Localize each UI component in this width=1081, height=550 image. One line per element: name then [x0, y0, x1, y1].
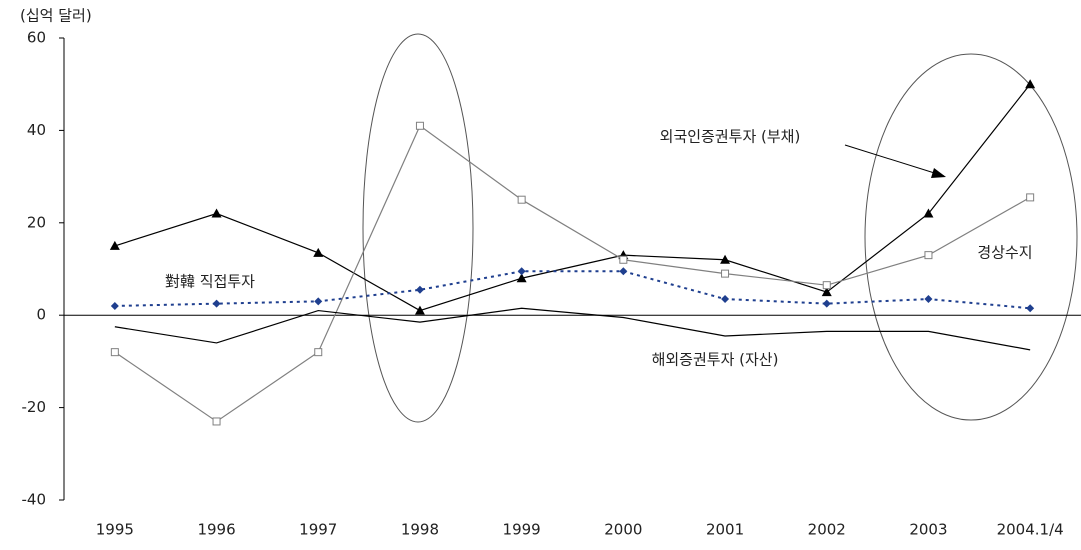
marker — [821, 287, 832, 297]
series-label: 對韓 직접투자 — [165, 273, 255, 291]
marker — [211, 208, 222, 218]
y-tick-label: 40 — [27, 121, 46, 139]
annotation-arrowhead — [931, 168, 946, 178]
marker — [1026, 193, 1035, 202]
marker — [110, 301, 119, 310]
marker — [516, 273, 527, 283]
marker — [314, 297, 323, 306]
marker — [414, 305, 425, 315]
x-tick-label: 2002 — [808, 521, 846, 539]
marker — [415, 121, 424, 130]
x-tick-label: 2000 — [604, 521, 642, 539]
marker — [110, 348, 119, 357]
marker — [619, 255, 628, 264]
series-label: 경상수지 — [977, 244, 1032, 262]
marker — [721, 269, 730, 278]
x-tick-label: 1998 — [401, 521, 439, 539]
y-tick-label: 60 — [27, 29, 46, 47]
marker — [822, 281, 831, 290]
x-tick-label: 1995 — [96, 521, 134, 539]
x-tick-label: 1996 — [197, 521, 235, 539]
series-line — [114, 124, 1031, 423]
marker — [822, 299, 831, 308]
marker — [517, 267, 526, 276]
marker — [720, 254, 731, 264]
series-line — [114, 83, 1031, 312]
series-label: 해외증권투자 (자산) — [652, 351, 779, 369]
marker — [517, 195, 526, 204]
marker — [314, 348, 323, 357]
x-tick-label: 2004.1/4 — [997, 521, 1064, 539]
marker — [721, 295, 730, 304]
y-tick-label: 20 — [27, 213, 46, 231]
series-label: 외국인증권투자 (부채) — [660, 128, 801, 146]
series-line — [114, 307, 1031, 351]
highlight-ellipse — [362, 33, 474, 423]
marker — [923, 208, 934, 218]
y-tick-label: 0 — [36, 306, 46, 324]
marker — [1026, 304, 1035, 313]
marker — [109, 240, 120, 250]
x-tick-label: 1999 — [503, 521, 541, 539]
x-tick-label: 2003 — [909, 521, 947, 539]
marker — [212, 299, 221, 308]
y-tick-label: -40 — [22, 491, 47, 509]
x-tick-label: 1997 — [299, 521, 337, 539]
marker — [924, 251, 933, 260]
marker — [212, 417, 221, 426]
marker — [619, 267, 628, 276]
marker — [1025, 79, 1036, 89]
marker — [313, 247, 324, 257]
annotation-arrow — [844, 144, 945, 177]
highlight-ellipse — [864, 53, 1078, 421]
y-axis-label: (십억 달러) — [20, 7, 92, 25]
marker — [415, 285, 424, 294]
marker — [924, 295, 933, 304]
x-tick-label: 2001 — [706, 521, 744, 539]
y-tick-label: -20 — [22, 398, 47, 416]
